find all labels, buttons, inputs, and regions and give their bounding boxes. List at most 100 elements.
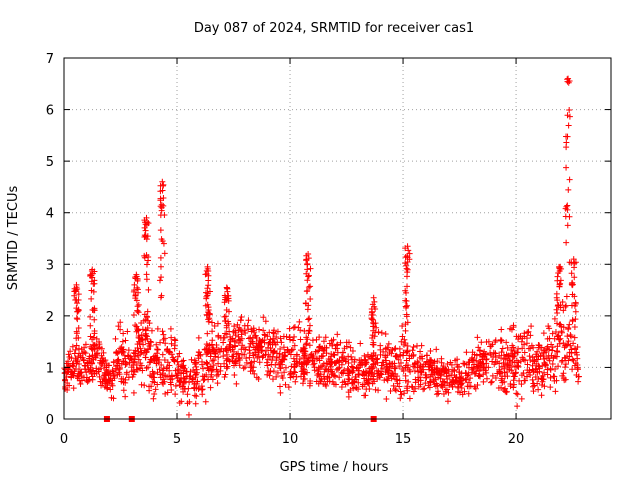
data-point	[402, 327, 409, 334]
data-point	[521, 333, 528, 340]
data-point	[91, 346, 98, 353]
data-point	[291, 323, 298, 330]
data-point	[160, 195, 167, 202]
data-point	[130, 288, 137, 295]
data-point	[553, 377, 560, 384]
data-point	[306, 382, 313, 389]
data-point	[431, 358, 438, 365]
data-point	[159, 379, 166, 386]
data-point	[203, 371, 210, 378]
data-point	[516, 377, 523, 384]
data-point	[527, 332, 534, 339]
data-point	[160, 182, 167, 189]
data-point	[536, 363, 543, 370]
data-point	[110, 395, 117, 402]
data-point	[369, 308, 376, 315]
data-point	[104, 382, 111, 389]
data-point	[157, 227, 164, 234]
data-point	[370, 349, 377, 356]
data-point	[270, 330, 277, 337]
data-point	[511, 373, 518, 380]
data-point	[366, 354, 373, 361]
data-point	[247, 334, 254, 341]
data-point	[415, 377, 422, 384]
data-point	[362, 357, 369, 364]
data-point	[143, 214, 150, 221]
data-point	[400, 352, 407, 359]
data-point	[458, 370, 465, 377]
data-point	[70, 372, 77, 379]
data-point	[251, 358, 258, 365]
data-point	[164, 389, 171, 396]
data-point	[406, 395, 413, 402]
data-point	[215, 354, 222, 361]
data-point	[175, 361, 182, 368]
data-point	[566, 321, 573, 328]
data-point	[372, 360, 379, 367]
data-point	[292, 378, 299, 385]
data-point	[490, 349, 497, 356]
data-point	[365, 380, 372, 387]
data-point	[245, 317, 252, 324]
data-point	[533, 360, 540, 367]
data-point	[154, 325, 161, 332]
data-point	[209, 357, 216, 364]
data-point	[123, 360, 130, 367]
data-point	[492, 374, 499, 381]
data-point	[305, 354, 312, 361]
data-point	[388, 360, 395, 367]
data-point	[305, 284, 312, 291]
data-point	[135, 326, 142, 333]
data-point	[535, 344, 542, 351]
data-point	[345, 339, 352, 346]
data-point	[148, 339, 155, 346]
data-point	[223, 322, 230, 329]
data-point	[194, 378, 201, 385]
data-point	[262, 318, 269, 325]
data-point	[564, 333, 571, 340]
data-point	[303, 340, 310, 347]
data-point	[397, 395, 404, 402]
data-point	[226, 358, 233, 365]
data-point	[82, 366, 89, 373]
data-point	[396, 345, 403, 352]
data-point	[217, 363, 224, 370]
data-point	[213, 342, 220, 349]
data-point	[130, 389, 137, 396]
data-point	[454, 364, 461, 371]
data-point	[112, 367, 119, 374]
data-point	[286, 334, 293, 341]
data-point	[253, 340, 260, 347]
data-point	[186, 398, 193, 405]
data-point	[75, 353, 82, 360]
data-point	[474, 334, 481, 341]
data-point	[343, 343, 350, 350]
data-point	[369, 341, 376, 348]
data-point	[119, 348, 126, 355]
data-point	[304, 287, 311, 294]
data-point	[244, 322, 251, 329]
data-point	[96, 373, 103, 380]
data-point	[404, 243, 411, 250]
data-point	[522, 357, 529, 364]
data-point	[437, 375, 444, 382]
data-point	[169, 354, 176, 361]
data-point	[73, 281, 80, 288]
data-point	[556, 340, 563, 347]
data-point	[71, 350, 78, 357]
data-point	[303, 334, 310, 341]
data-point	[549, 347, 556, 354]
data-point	[168, 334, 175, 341]
data-point	[514, 403, 521, 410]
data-point	[176, 400, 183, 407]
data-point	[498, 363, 505, 370]
data-point	[421, 385, 428, 392]
data-point	[243, 355, 250, 362]
data-point	[203, 360, 210, 367]
data-point	[269, 341, 276, 348]
data-point	[536, 368, 543, 375]
data-point	[399, 322, 406, 329]
data-point	[448, 379, 455, 386]
data-point	[142, 354, 149, 361]
data-point	[487, 379, 494, 386]
